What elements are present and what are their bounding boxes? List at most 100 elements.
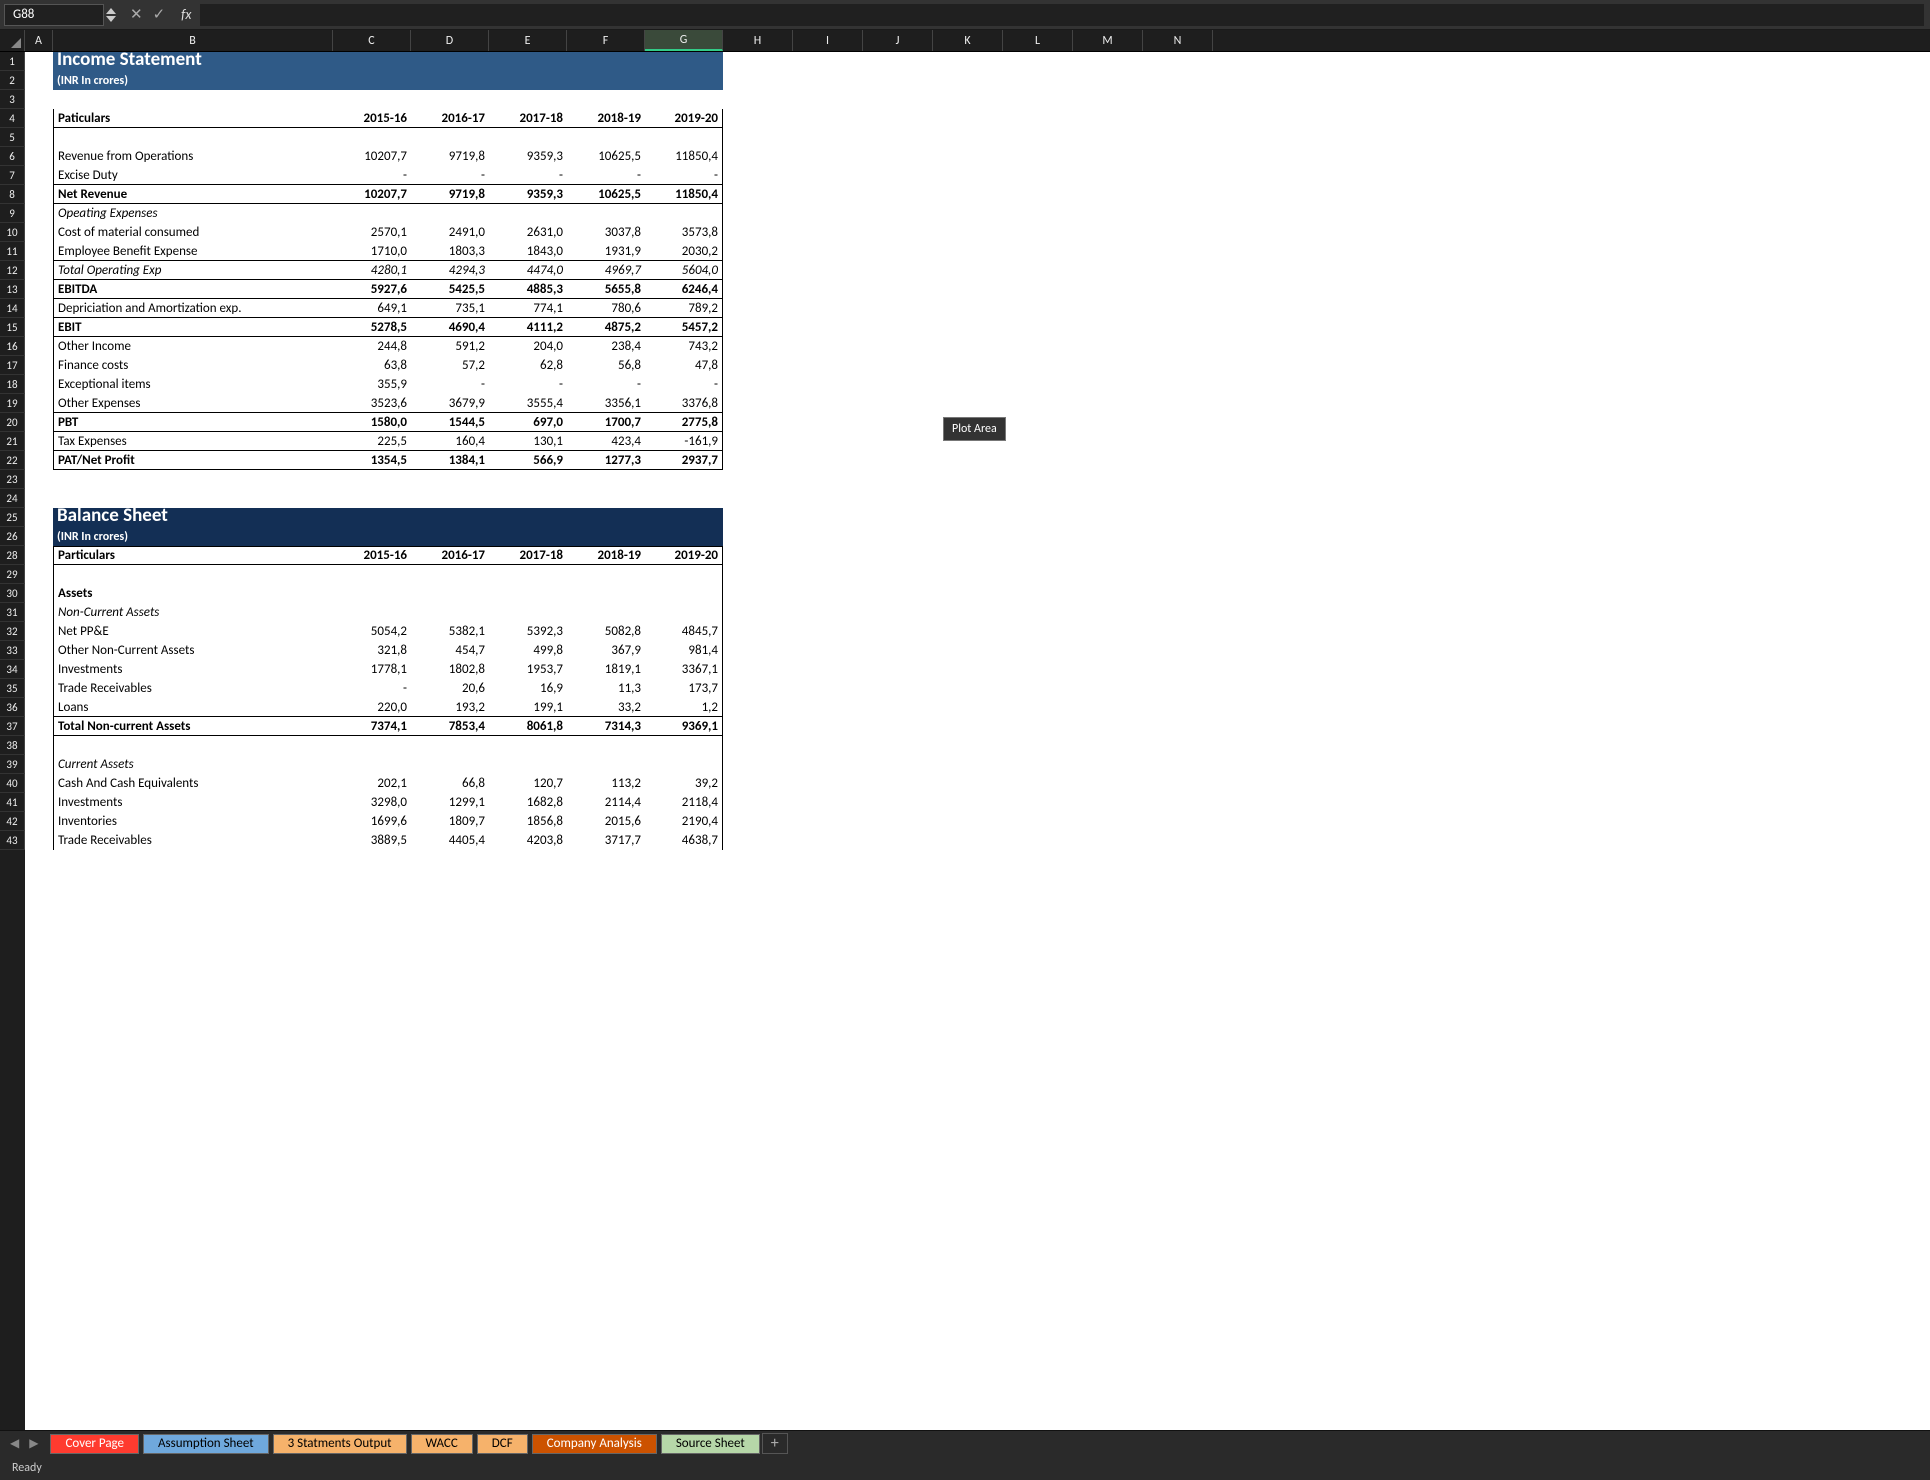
row-value[interactable]: 10625,5 bbox=[567, 147, 645, 166]
row-value[interactable] bbox=[567, 584, 645, 603]
row-header[interactable]: 12 bbox=[0, 261, 25, 280]
row-value[interactable] bbox=[333, 755, 411, 774]
row-label[interactable]: Cash And Cash Equivalents bbox=[53, 774, 333, 793]
row-header[interactable]: 34 bbox=[0, 660, 25, 679]
cell-gap[interactable] bbox=[25, 394, 53, 413]
row-header[interactable]: 9 bbox=[0, 204, 25, 223]
cell-gap[interactable] bbox=[25, 223, 53, 242]
row-label[interactable]: Cost of material consumed bbox=[53, 223, 333, 242]
row-label[interactable]: Loans bbox=[53, 698, 333, 717]
row-value[interactable]: - bbox=[567, 166, 645, 185]
row-value[interactable]: 1803,3 bbox=[411, 242, 489, 261]
row-header[interactable]: 10 bbox=[0, 223, 25, 242]
cell-gap[interactable] bbox=[25, 356, 53, 375]
cell-gap[interactable] bbox=[25, 71, 53, 90]
row-value[interactable]: 1819,1 bbox=[567, 660, 645, 679]
accept-icon[interactable]: ✓ bbox=[153, 5, 166, 24]
row-label[interactable]: Inventories bbox=[53, 812, 333, 831]
row-value[interactable]: 423,4 bbox=[567, 432, 645, 451]
cell-gap[interactable] bbox=[25, 622, 53, 641]
cell-gap[interactable] bbox=[25, 527, 53, 546]
row-value[interactable] bbox=[489, 584, 567, 603]
row-value[interactable]: 4474,0 bbox=[489, 261, 567, 280]
row-value[interactable]: 16,9 bbox=[489, 679, 567, 698]
sheet-tab[interactable]: Cover Page bbox=[50, 1434, 139, 1454]
cell-gap[interactable] bbox=[25, 603, 53, 622]
cell-gap[interactable] bbox=[25, 679, 53, 698]
sheet-viewport[interactable]: Income Statement(INR In crores)Paticular… bbox=[25, 52, 1930, 1430]
row-header[interactable]: 38 bbox=[0, 736, 25, 755]
row-label[interactable]: Trade Receivables bbox=[53, 679, 333, 698]
row-value[interactable]: 2631,0 bbox=[489, 223, 567, 242]
row-label[interactable]: Investments bbox=[53, 660, 333, 679]
row-value[interactable]: 199,1 bbox=[489, 698, 567, 717]
row-value[interactable]: 173,7 bbox=[645, 679, 723, 698]
cell-gap[interactable] bbox=[25, 755, 53, 774]
row-value[interactable]: 1700,7 bbox=[567, 413, 645, 432]
row-value[interactable]: 47,8 bbox=[645, 356, 723, 375]
sheet-tab[interactable]: DCF bbox=[477, 1434, 528, 1454]
row-value[interactable]: 1299,1 bbox=[411, 793, 489, 812]
row-value[interactable]: 4405,4 bbox=[411, 831, 489, 850]
row-value[interactable]: 10625,5 bbox=[567, 185, 645, 204]
row-value[interactable]: 9719,8 bbox=[411, 185, 489, 204]
tab-nav-prev-icon[interactable]: ◀ bbox=[6, 1436, 23, 1451]
row-value[interactable]: 2019-20 bbox=[645, 546, 723, 565]
row-value[interactable]: 789,2 bbox=[645, 299, 723, 318]
row-value[interactable]: 1682,8 bbox=[489, 793, 567, 812]
row-value[interactable]: 10207,7 bbox=[333, 147, 411, 166]
row-value[interactable]: 780,6 bbox=[567, 299, 645, 318]
row-header[interactable]: 22 bbox=[0, 451, 25, 470]
row-value[interactable]: 1384,1 bbox=[411, 451, 489, 470]
row-value[interactable]: 649,1 bbox=[333, 299, 411, 318]
row-value[interactable]: 1953,7 bbox=[489, 660, 567, 679]
row-value[interactable]: 1354,5 bbox=[333, 451, 411, 470]
row-header[interactable]: 3 bbox=[0, 90, 25, 109]
row-label[interactable]: Trade Receivables bbox=[53, 831, 333, 850]
cell-gap[interactable] bbox=[25, 717, 53, 736]
row-value[interactable]: 2016-17 bbox=[411, 109, 489, 128]
row-header[interactable]: 15 bbox=[0, 318, 25, 337]
row-value[interactable] bbox=[411, 204, 489, 223]
col-header-I[interactable]: I bbox=[793, 30, 863, 51]
row-value[interactable]: 735,1 bbox=[411, 299, 489, 318]
row-value[interactable]: 3037,8 bbox=[567, 223, 645, 242]
row-value[interactable]: - bbox=[645, 166, 723, 185]
row-header[interactable]: 36 bbox=[0, 698, 25, 717]
col-header-D[interactable]: D bbox=[411, 30, 489, 51]
row-label[interactable]: Excise Duty bbox=[53, 166, 333, 185]
row-value[interactable]: 454,7 bbox=[411, 641, 489, 660]
row-value[interactable]: 2118,4 bbox=[645, 793, 723, 812]
row-value[interactable]: 1778,1 bbox=[333, 660, 411, 679]
row-value[interactable]: 321,8 bbox=[333, 641, 411, 660]
row-value[interactable]: 120,7 bbox=[489, 774, 567, 793]
cell-blank[interactable] bbox=[53, 736, 723, 755]
row-value[interactable]: 367,9 bbox=[567, 641, 645, 660]
row-value[interactable]: 4294,3 bbox=[411, 261, 489, 280]
row-value[interactable]: 5382,1 bbox=[411, 622, 489, 641]
cell-gap[interactable] bbox=[25, 204, 53, 223]
row-value[interactable]: 2775,8 bbox=[645, 413, 723, 432]
row-value[interactable]: 63,8 bbox=[333, 356, 411, 375]
row-header[interactable]: 11 bbox=[0, 242, 25, 261]
row-label[interactable]: Other Expenses bbox=[53, 394, 333, 413]
row-header[interactable]: 24 bbox=[0, 489, 25, 508]
row-value[interactable]: 130,1 bbox=[489, 432, 567, 451]
row-value[interactable]: 2570,1 bbox=[333, 223, 411, 242]
row-value[interactable]: 4969,7 bbox=[567, 261, 645, 280]
col-header-N[interactable]: N bbox=[1143, 30, 1213, 51]
row-label[interactable]: Other Non-Current Assets bbox=[53, 641, 333, 660]
row-label[interactable]: Finance costs bbox=[53, 356, 333, 375]
row-value[interactable]: 2015-16 bbox=[333, 109, 411, 128]
row-value[interactable]: 7374,1 bbox=[333, 717, 411, 736]
row-header[interactable]: 5 bbox=[0, 128, 25, 147]
row-value[interactable]: 113,2 bbox=[567, 774, 645, 793]
sheet-tab[interactable]: Source Sheet bbox=[661, 1434, 760, 1454]
col-header-K[interactable]: K bbox=[933, 30, 1003, 51]
row-value[interactable] bbox=[567, 204, 645, 223]
row-value[interactable]: 9359,3 bbox=[489, 147, 567, 166]
row-value[interactable]: 1277,3 bbox=[567, 451, 645, 470]
row-value[interactable] bbox=[333, 584, 411, 603]
row-header[interactable]: 30 bbox=[0, 584, 25, 603]
row-value[interactable]: 2114,4 bbox=[567, 793, 645, 812]
